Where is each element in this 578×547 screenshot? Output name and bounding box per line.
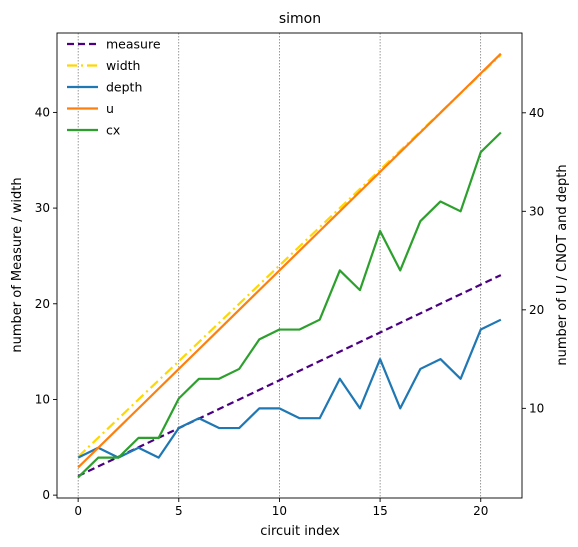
x-tick-label: 0 [74,504,82,518]
legend-label-width: width [106,58,140,73]
series-line-depth [77,318,502,459]
legend-label-measure: measure [106,37,161,52]
right-tick-label: 20 [529,303,544,317]
left-axis-label: number of Measure / width [10,177,25,352]
left-tick-label: 30 [35,201,50,215]
right-tick-label: 40 [529,106,544,120]
series-layer [77,52,502,479]
chart-title: simon [279,11,321,27]
x-tick-label: 15 [372,504,387,518]
right-tick-label: 30 [529,204,544,218]
legend: measure width depth u cx [67,37,161,138]
legend-label-u: u [106,101,114,116]
left-tick-label: 0 [42,488,50,502]
plot-frame [56,32,523,499]
x-tick-label: 10 [272,504,287,518]
x-axis-ticks: 0 5 10 15 20 [74,498,488,518]
x-tick-label: 5 [175,504,183,518]
legend-label-cx: cx [106,123,120,138]
series-line-cx [77,131,502,479]
x-tick-label: 20 [473,504,488,518]
right-axis-label: number of U / CNOT and depth [555,164,570,365]
legend-label-depth: depth [106,80,142,95]
grid [77,33,482,498]
series-line-measure [77,274,502,477]
left-tick-label: 20 [35,297,50,311]
series-line-u [77,52,502,469]
right-axis-ticks: 10 20 30 40 [522,106,544,415]
right-tick-label: 10 [529,401,544,415]
left-tick-label: 40 [35,105,50,119]
x-axis-label: circuit index [260,524,340,539]
left-tick-label: 10 [35,392,50,406]
left-axis-ticks: 0 10 20 30 40 [35,105,57,502]
